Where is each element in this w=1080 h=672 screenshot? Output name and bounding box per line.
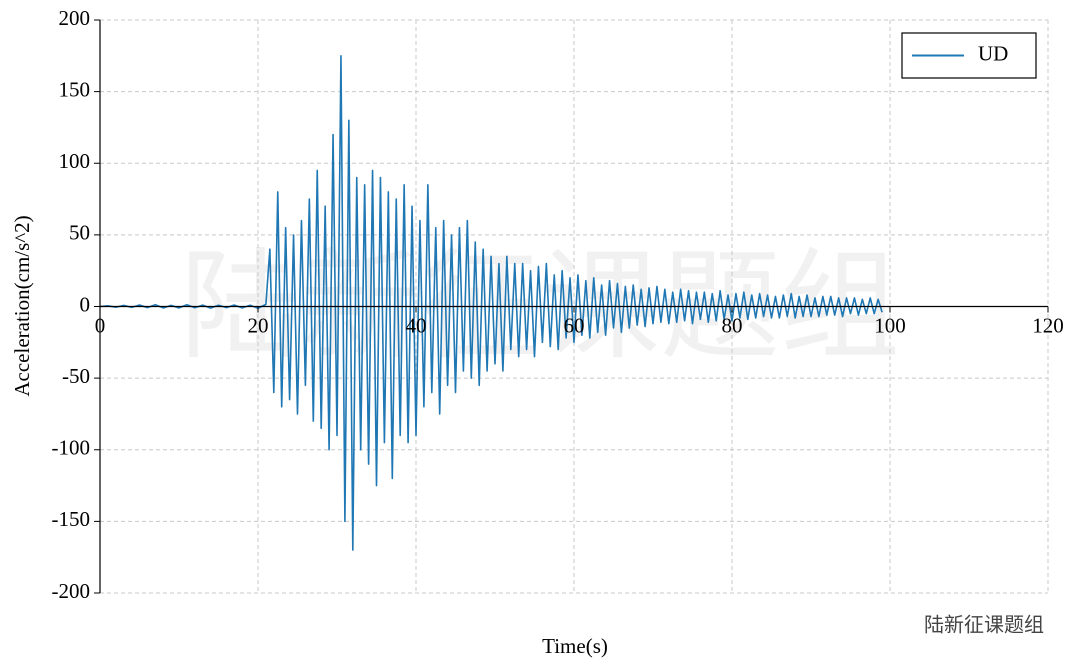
y-tick-label: 0 — [80, 292, 91, 316]
series-line — [99, 55, 883, 551]
y-tick-label: 150 — [59, 77, 91, 101]
x-tick-label: 20 — [248, 313, 269, 337]
y-tick-label: 100 — [59, 149, 91, 173]
x-tick-label: 40 — [406, 313, 427, 337]
y-tick-label: 50 — [69, 221, 90, 245]
x-tick-label: 80 — [722, 313, 743, 337]
y-tick-label: -200 — [52, 579, 91, 603]
y-tick-label: -150 — [52, 507, 91, 531]
x-tick-label: 60 — [564, 313, 585, 337]
plot — [99, 55, 883, 551]
x-axis-label: Time(s) — [542, 634, 608, 658]
legend-label: UD — [978, 41, 1008, 65]
y-axis-label: Acceleration(cm/s^2) — [10, 215, 34, 396]
legend: UD — [901, 32, 1037, 79]
y-tick-label: -100 — [52, 436, 91, 460]
x-tick-label: 100 — [874, 313, 906, 337]
x-tick-label: 120 — [1032, 313, 1064, 337]
credit: 陆新征课题组 — [924, 613, 1044, 637]
y-tick-label: 200 — [59, 6, 91, 30]
y-tick-label: -50 — [62, 364, 90, 388]
